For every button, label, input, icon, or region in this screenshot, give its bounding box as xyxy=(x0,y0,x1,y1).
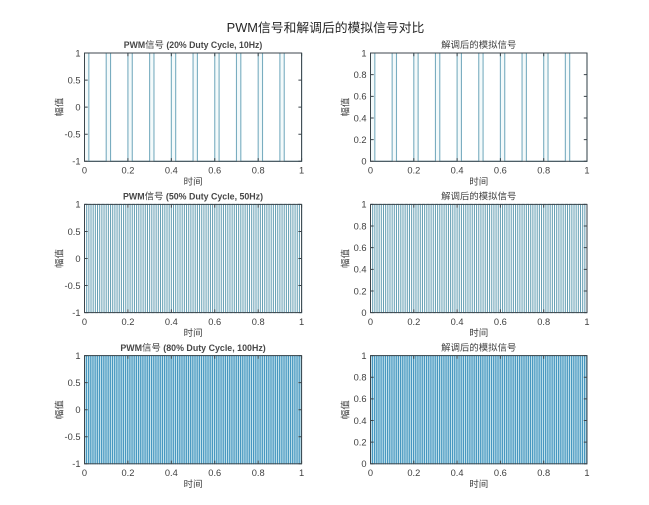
svg-text:0.2: 0.2 xyxy=(121,166,134,176)
svg-text:0.6: 0.6 xyxy=(494,166,507,176)
svg-text:1: 1 xyxy=(361,48,366,58)
svg-text:0.8: 0.8 xyxy=(252,468,265,478)
svg-text:1: 1 xyxy=(299,468,304,478)
svg-text:0.2: 0.2 xyxy=(354,437,367,447)
svg-text:(80% Duty Cycle, 100Hz): (80% Duty Cycle, 100Hz) xyxy=(161,342,266,353)
svg-text:1: 1 xyxy=(584,166,589,176)
svg-text:0: 0 xyxy=(82,468,87,478)
svg-text:0: 0 xyxy=(368,317,373,327)
svg-text:0.2: 0.2 xyxy=(121,468,134,478)
svg-text:-1: -1 xyxy=(72,157,80,167)
svg-text:0.2: 0.2 xyxy=(407,317,420,327)
svg-text:-1: -1 xyxy=(72,459,80,469)
svg-text:0: 0 xyxy=(368,166,373,176)
svg-text:PWM: PWM xyxy=(124,39,145,50)
svg-text:0.4: 0.4 xyxy=(451,166,464,176)
svg-text:0.8: 0.8 xyxy=(252,317,265,327)
svg-text:1: 1 xyxy=(75,48,80,58)
svg-text:0.6: 0.6 xyxy=(208,468,221,478)
svg-text:-0.5: -0.5 xyxy=(64,432,80,442)
svg-text:0: 0 xyxy=(82,317,87,327)
svg-text:0.6: 0.6 xyxy=(354,243,367,253)
svg-text:PWM: PWM xyxy=(227,20,258,35)
svg-text:1: 1 xyxy=(361,351,366,361)
svg-text:0.6: 0.6 xyxy=(354,92,367,102)
svg-text:1: 1 xyxy=(299,317,304,327)
svg-text:-0.5: -0.5 xyxy=(64,281,80,291)
svg-text:0.4: 0.4 xyxy=(165,166,178,176)
svg-text:0.8: 0.8 xyxy=(537,317,550,327)
svg-text:0.2: 0.2 xyxy=(354,286,367,296)
svg-text:0.8: 0.8 xyxy=(354,373,367,383)
svg-text:0.5: 0.5 xyxy=(68,378,81,388)
svg-text:0.5: 0.5 xyxy=(68,75,81,85)
svg-text:0.8: 0.8 xyxy=(537,166,550,176)
svg-text:0: 0 xyxy=(361,308,366,318)
svg-text:0: 0 xyxy=(75,405,80,415)
svg-text:0.8: 0.8 xyxy=(354,70,367,80)
svg-text:0.5: 0.5 xyxy=(68,227,81,237)
svg-text:0: 0 xyxy=(75,254,80,264)
svg-text:1: 1 xyxy=(584,468,589,478)
svg-text:0.4: 0.4 xyxy=(354,113,367,123)
svg-text:0.2: 0.2 xyxy=(121,317,134,327)
svg-text:0.6: 0.6 xyxy=(494,468,507,478)
svg-text:0.4: 0.4 xyxy=(451,468,464,478)
svg-text:0.4: 0.4 xyxy=(354,265,367,275)
svg-text:PWM: PWM xyxy=(120,342,142,353)
svg-text:1: 1 xyxy=(584,317,589,327)
svg-text:0.2: 0.2 xyxy=(407,166,420,176)
svg-text:(20% Duty Cycle, 10Hz): (20% Duty Cycle, 10Hz) xyxy=(164,39,262,50)
svg-text:0: 0 xyxy=(82,166,87,176)
svg-text:0.2: 0.2 xyxy=(354,135,367,145)
svg-text:0: 0 xyxy=(368,468,373,478)
svg-text:1: 1 xyxy=(299,166,304,176)
svg-text:1: 1 xyxy=(75,351,80,361)
svg-text:0.6: 0.6 xyxy=(208,166,221,176)
svg-text:0: 0 xyxy=(361,459,366,469)
svg-text:(50% Duty Cycle, 50Hz): (50% Duty Cycle, 50Hz) xyxy=(163,190,263,201)
svg-text:0.6: 0.6 xyxy=(208,317,221,327)
svg-text:-0.5: -0.5 xyxy=(64,130,80,140)
svg-text:0.8: 0.8 xyxy=(537,468,550,478)
svg-text:-1: -1 xyxy=(72,308,80,318)
svg-text:0.4: 0.4 xyxy=(451,317,464,327)
svg-text:PWM: PWM xyxy=(123,190,145,201)
svg-text:0.4: 0.4 xyxy=(165,468,178,478)
svg-text:1: 1 xyxy=(361,200,366,210)
svg-text:0.6: 0.6 xyxy=(494,317,507,327)
svg-text:0.2: 0.2 xyxy=(407,468,420,478)
svg-text:0.6: 0.6 xyxy=(354,394,367,404)
svg-text:1: 1 xyxy=(75,200,80,210)
svg-text:0.8: 0.8 xyxy=(252,166,265,176)
svg-text:0: 0 xyxy=(361,157,366,167)
svg-text:0: 0 xyxy=(75,102,80,112)
svg-text:0.4: 0.4 xyxy=(165,317,178,327)
svg-text:0.4: 0.4 xyxy=(354,416,367,426)
svg-text:0.8: 0.8 xyxy=(354,221,367,231)
